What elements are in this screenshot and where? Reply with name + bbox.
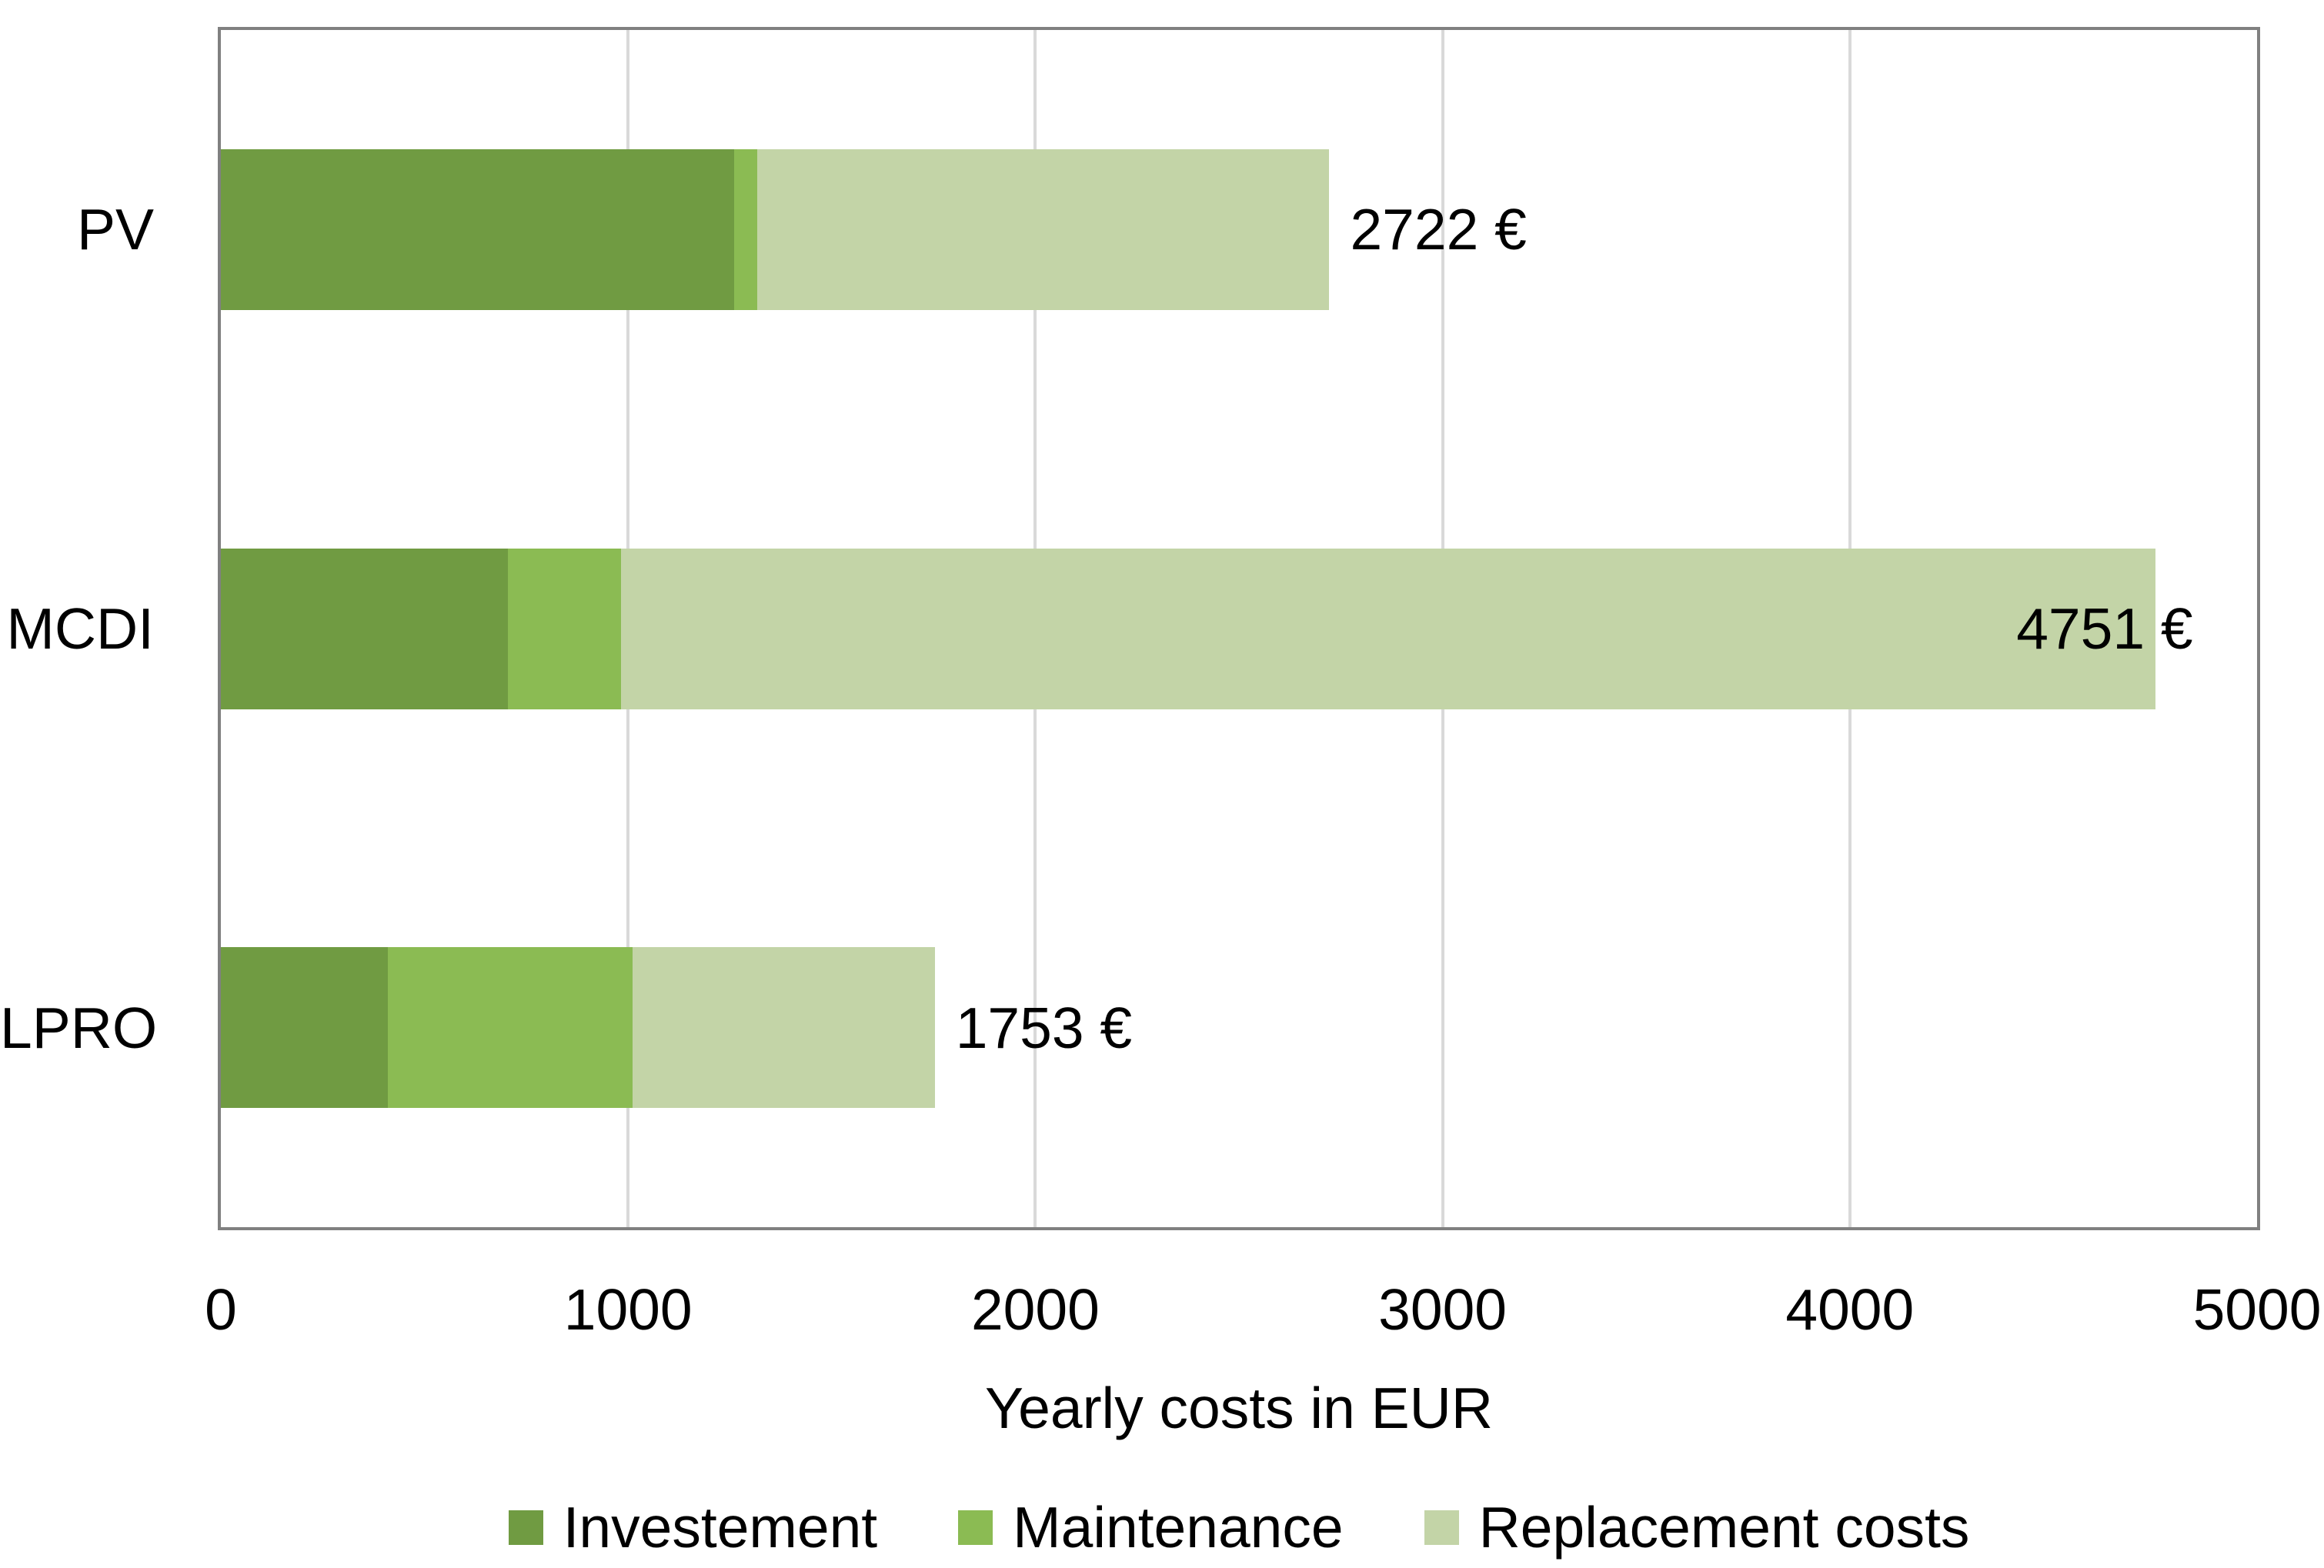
bar-segment-pv-maintenance — [733, 148, 758, 310]
bar-segment-lpro-investement — [221, 947, 388, 1109]
bar-total-label-pv: 2722 € — [1350, 197, 1527, 262]
legend-item-label-investement: Investement — [563, 1495, 878, 1560]
legend-item-label-maintenance: Maintenance — [1013, 1495, 1344, 1560]
x-tick-label-3000: 3000 — [1378, 1277, 1508, 1342]
bar-segment-pv-replacement-costs — [757, 148, 1330, 310]
category-label-pv: PV — [76, 197, 154, 262]
legend-swatch-icon-investement — [508, 1510, 543, 1545]
x-tick-label-2000: 2000 — [970, 1277, 1100, 1342]
bar-total-label-mcdi: 4751 € — [2016, 596, 2193, 661]
bar-row-lpro — [221, 947, 2257, 1109]
x-tick-label-1000: 1000 — [563, 1277, 693, 1342]
category-label-mcdi: MCDI — [6, 596, 154, 661]
x-tick-label-5000: 5000 — [2192, 1277, 2322, 1342]
x-tick-label-4000: 4000 — [1785, 1277, 1915, 1342]
legend-item-label-replacement-costs: Replacement costs — [1478, 1495, 1970, 1560]
bar-total-label-lpro: 1753 € — [955, 995, 1133, 1060]
bar-segment-lpro-replacement-costs — [633, 947, 935, 1109]
bar-segment-mcdi-investement — [221, 548, 509, 709]
plot-area — [218, 27, 2260, 1230]
bar-segment-mcdi-replacement-costs — [621, 548, 2156, 709]
bar-segment-lpro-maintenance — [387, 947, 633, 1109]
x-axis-title: Yearly costs in EUR — [985, 1376, 1493, 1440]
x-tick-label-0: 0 — [205, 1277, 237, 1342]
legend-item-replacement-costs: Replacement costs — [1424, 1495, 1970, 1560]
legend: Investement Maintenance Replacement costs — [218, 1495, 2260, 1560]
bar-row-pv — [221, 148, 2257, 310]
bar-segment-pv-investement — [221, 148, 734, 310]
legend-swatch-icon-maintenance — [958, 1510, 993, 1545]
legend-item-investement: Investement — [508, 1495, 878, 1560]
bar-segment-mcdi-maintenance — [508, 548, 622, 709]
legend-swatch-icon-replacement-costs — [1424, 1510, 1459, 1545]
category-label-lpro: LPRO — [0, 995, 158, 1060]
bar-row-mcdi — [221, 548, 2257, 709]
legend-item-maintenance: Maintenance — [958, 1495, 1344, 1560]
